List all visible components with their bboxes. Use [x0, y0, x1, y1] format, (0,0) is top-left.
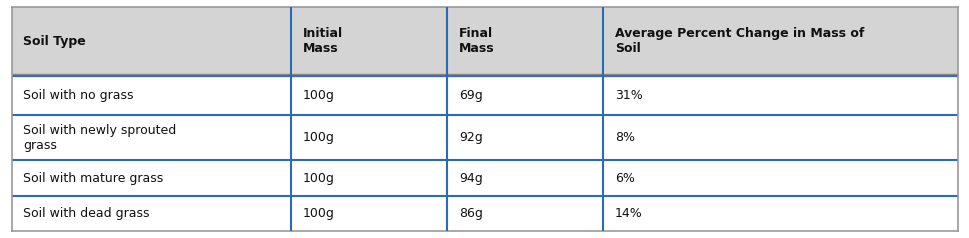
Bar	[291, 75, 447, 115]
Text: 94g: 94g	[458, 172, 482, 184]
Text: Soil with dead grass: Soil with dead grass	[23, 207, 149, 220]
Bar	[291, 115, 447, 160]
Bar	[291, 7, 447, 75]
Bar	[603, 75, 957, 115]
Bar	[447, 7, 603, 75]
Bar	[603, 196, 957, 231]
Text: Average Percent Change in Mass of
Soil: Average Percent Change in Mass of Soil	[614, 27, 863, 55]
Text: 6%: 6%	[614, 172, 634, 184]
Text: 100g: 100g	[302, 207, 334, 220]
Text: 100g: 100g	[302, 172, 334, 184]
Text: 31%: 31%	[614, 89, 642, 102]
Bar	[603, 115, 957, 160]
Text: Initial
Mass: Initial Mass	[302, 27, 342, 55]
Text: 100g: 100g	[302, 131, 334, 144]
Text: Soil with no grass: Soil with no grass	[23, 89, 134, 102]
Bar	[291, 196, 447, 231]
Text: 14%: 14%	[614, 207, 642, 220]
Bar	[447, 115, 603, 160]
Bar	[12, 75, 291, 115]
Text: Soil with mature grass: Soil with mature grass	[23, 172, 164, 184]
Bar	[12, 7, 291, 75]
Text: 86g: 86g	[458, 207, 483, 220]
Bar	[291, 160, 447, 196]
Bar	[603, 7, 957, 75]
Text: Soil with newly sprouted
grass: Soil with newly sprouted grass	[23, 124, 176, 152]
Text: Final
Mass: Final Mass	[458, 27, 494, 55]
Bar	[12, 160, 291, 196]
Text: Soil Type: Soil Type	[23, 35, 86, 48]
Bar	[447, 196, 603, 231]
Text: 8%: 8%	[614, 131, 635, 144]
Bar	[12, 196, 291, 231]
Bar	[447, 75, 603, 115]
Bar	[603, 160, 957, 196]
Text: 69g: 69g	[458, 89, 482, 102]
Text: 100g: 100g	[302, 89, 334, 102]
Bar	[12, 115, 291, 160]
Bar	[447, 160, 603, 196]
Text: 92g: 92g	[458, 131, 482, 144]
